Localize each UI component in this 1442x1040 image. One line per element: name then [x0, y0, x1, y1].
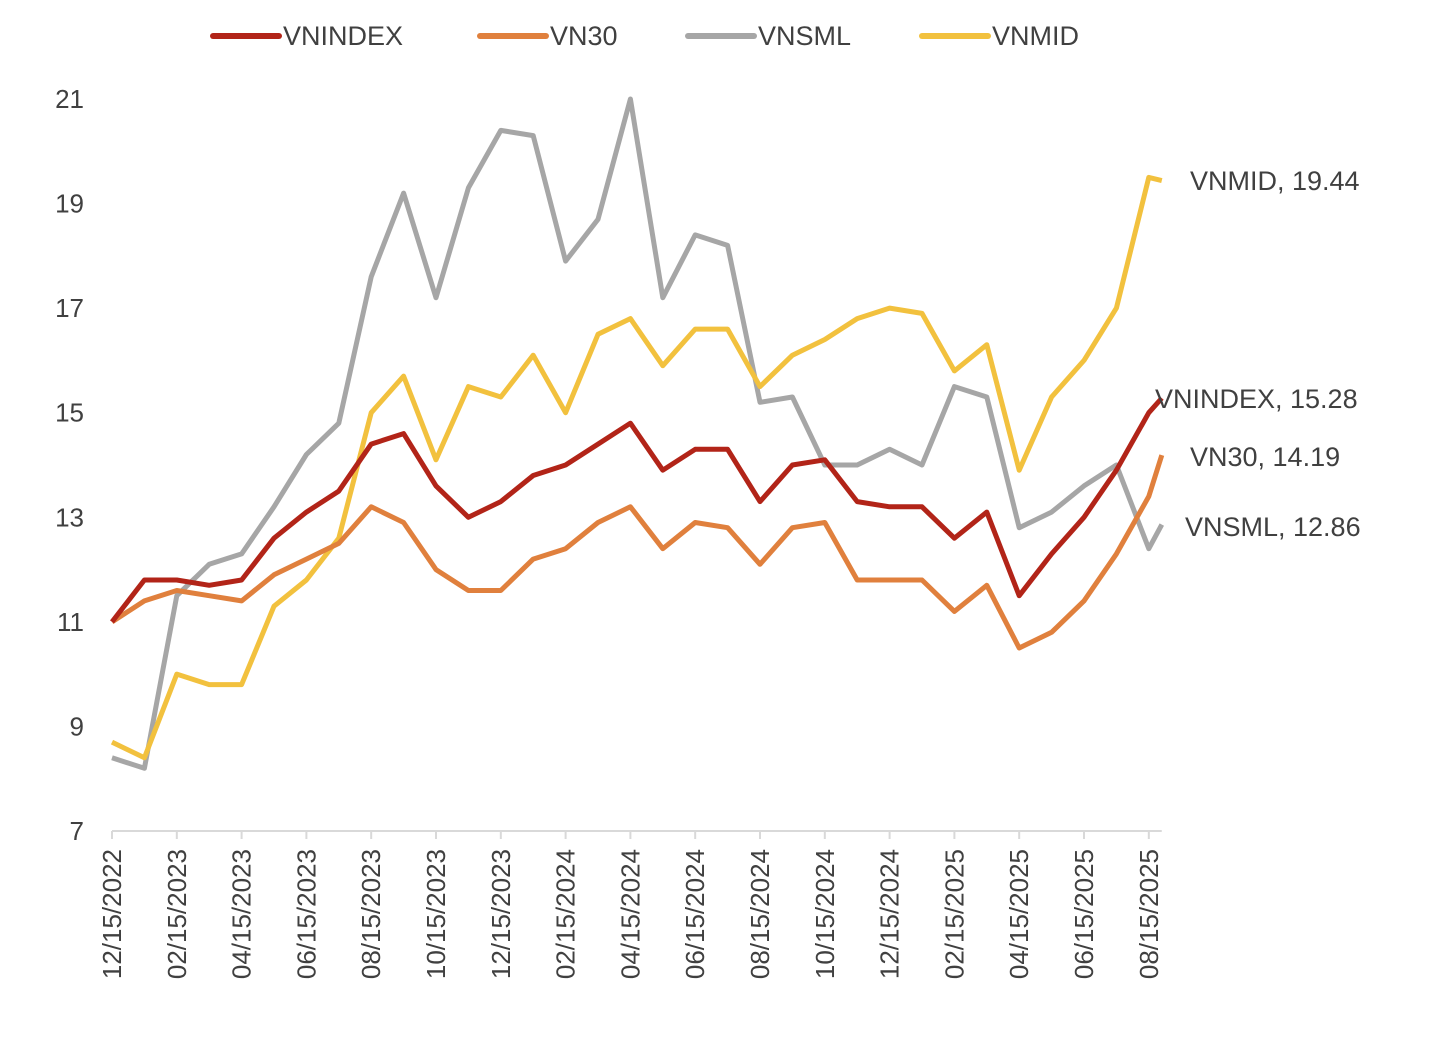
x-tick-label: 12/15/2022 [97, 849, 127, 979]
y-axis: 7 9 11 13 15 17 19 21 [55, 84, 84, 846]
series-line-vnsml [111, 96, 1165, 771]
x-tick-label: 04/15/2025 [1004, 849, 1034, 979]
x-axis: 12/15/2022 02/15/2023 04/15/2023 06/15/2023… [97, 830, 1164, 979]
x-tick-label: 08/15/2024 [745, 849, 775, 979]
y-tick-label: 15 [55, 398, 84, 428]
x-tick-label: 10/15/2023 [421, 849, 451, 979]
x-tick-label: 06/15/2025 [1069, 849, 1099, 979]
end-label-vnmid: VNMID, 19.44 [1190, 166, 1360, 196]
x-tick-label: 02/15/2025 [939, 849, 969, 979]
legend-label-vnmid: VNMID [992, 21, 1079, 51]
x-tick-label: 12/15/2023 [486, 849, 516, 979]
y-tick-label: 21 [55, 84, 84, 114]
x-tick-label: 02/15/2023 [162, 849, 192, 979]
legend-label-vn30: VN30 [550, 21, 618, 51]
y-tick-label: 9 [70, 711, 84, 741]
y-tick-label: 19 [55, 189, 84, 219]
x-tick-label: 04/15/2023 [227, 849, 257, 979]
series-lines [110, 96, 1165, 771]
end-label-vnsml: VNSML, 12.86 [1185, 512, 1361, 542]
legend: VNINDEX VN30 VNSML VNMID [210, 21, 1079, 51]
x-tick-label: 06/15/2024 [680, 849, 710, 979]
series-line-vnmid [110, 174, 1163, 761]
x-tick-label: 08/15/2023 [356, 849, 386, 979]
legend-label-vnsml: VNSML [758, 21, 851, 51]
end-label-vn30: VN30, 14.19 [1190, 442, 1340, 472]
y-tick-label: 7 [70, 816, 84, 846]
x-tick-label: 08/15/2025 [1134, 849, 1164, 979]
end-label-vnindex: VNINDEX, 15.28 [1155, 384, 1358, 414]
end-labels: VNINDEX, 15.28 VN30, 14.19 VNSML, 12.86 VNM… [1155, 166, 1361, 542]
legend-label-vnindex: VNINDEX [283, 21, 403, 51]
series-line-vnindex [110, 396, 1164, 624]
x-tick-label: 12/15/2024 [875, 849, 905, 979]
x-tick-label: 02/15/2024 [551, 849, 581, 979]
series-line-vn30 [110, 454, 1165, 651]
x-tick-label: 10/15/2024 [810, 849, 840, 979]
y-tick-label: 13 [55, 502, 84, 532]
y-tick-label: 11 [57, 607, 84, 637]
y-tick-label: 17 [55, 293, 84, 323]
x-tick-label: 04/15/2024 [615, 849, 645, 979]
x-tick-label: 06/15/2023 [291, 849, 321, 979]
